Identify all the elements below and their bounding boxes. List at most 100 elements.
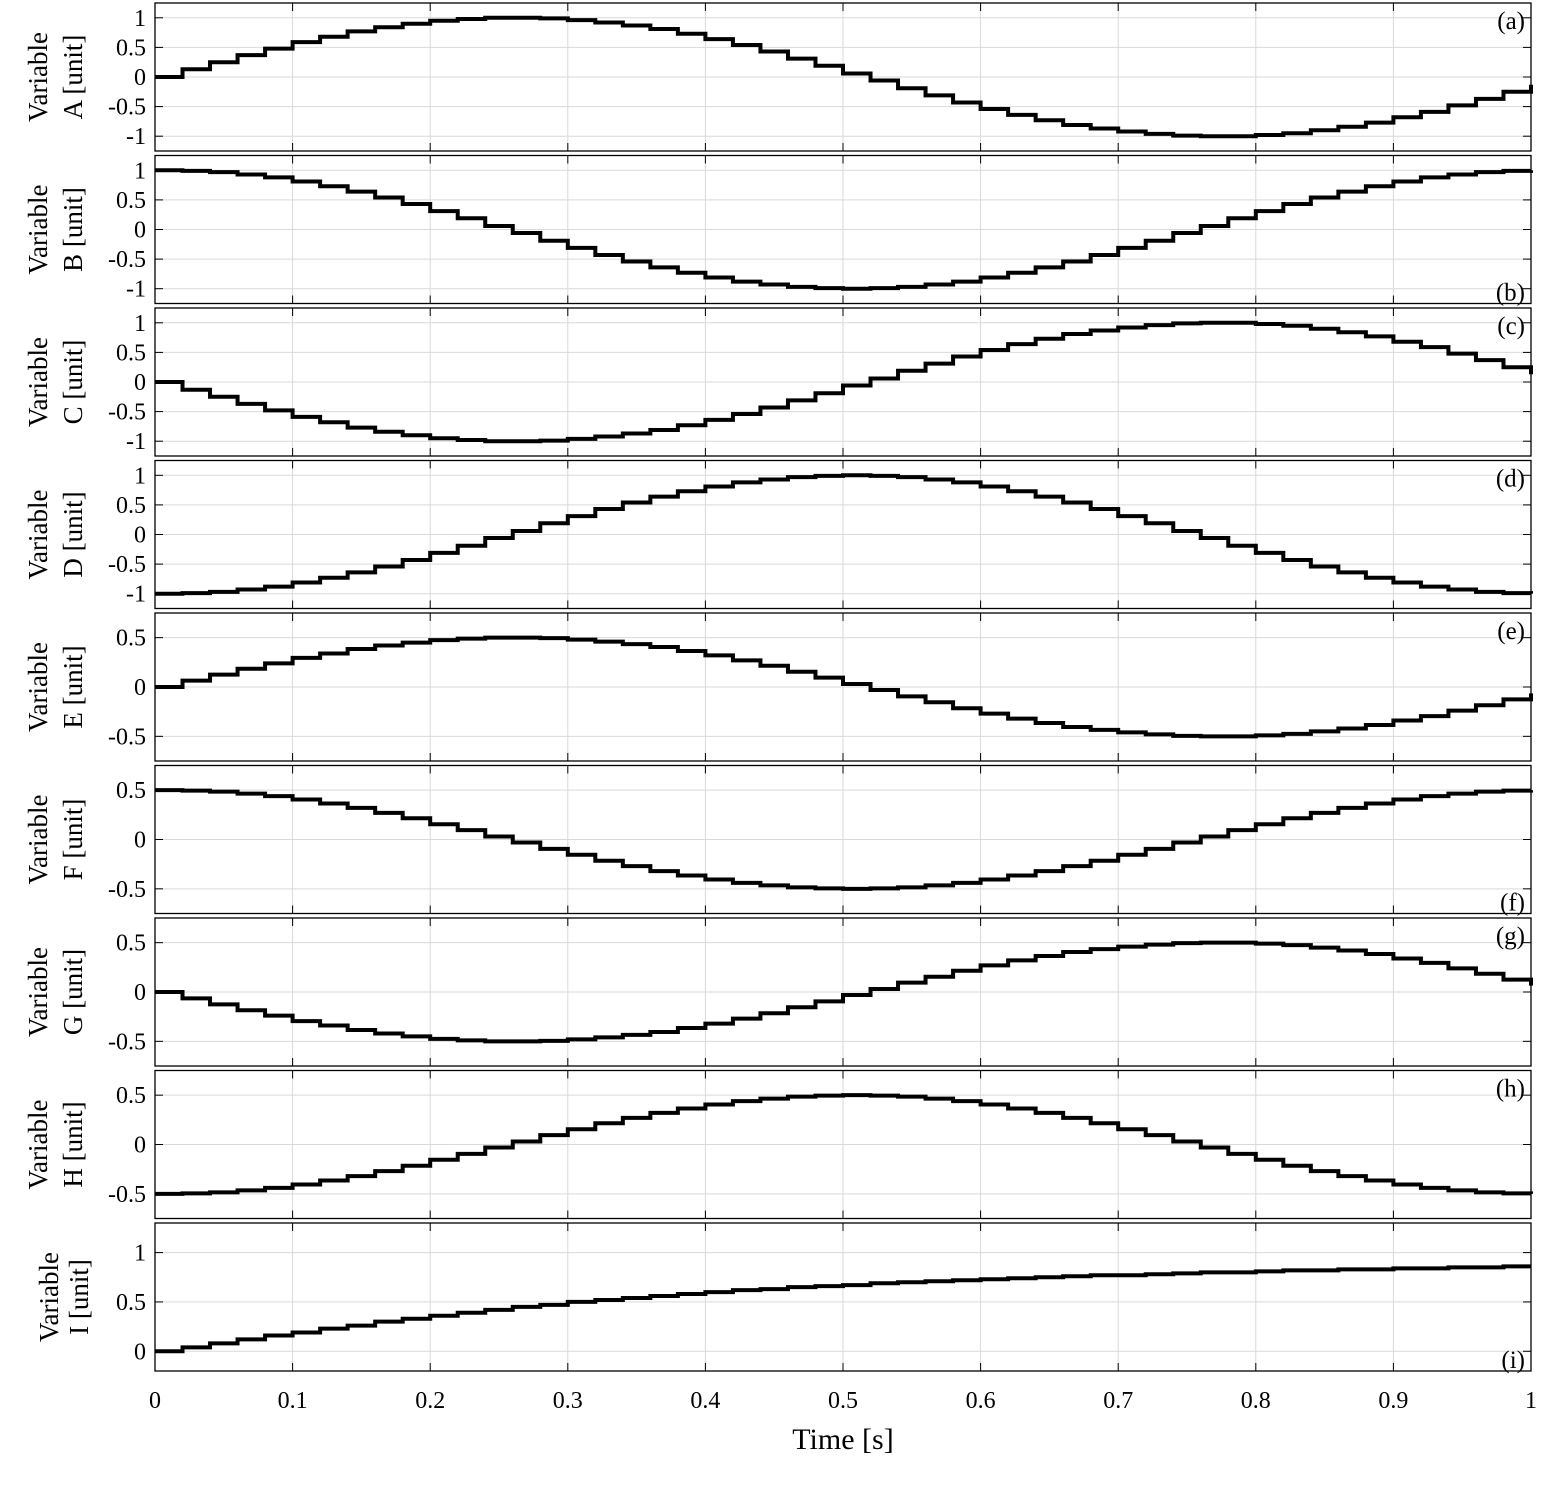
y-axis-label-line1: Variable xyxy=(23,947,53,1037)
x-tick-label: 0.5 xyxy=(828,1388,858,1414)
y-tick-label: -0.5 xyxy=(108,552,146,578)
axes-frame xyxy=(154,917,1532,1067)
axes-frame xyxy=(154,612,1532,762)
series-line xyxy=(155,635,1533,739)
panel-label: (e) xyxy=(1497,618,1525,645)
series-line xyxy=(155,473,1533,596)
series-line xyxy=(155,168,1533,291)
y-tick-label: 0 xyxy=(134,370,146,396)
panel-label: (b) xyxy=(1496,280,1525,307)
panel-label: (f) xyxy=(1500,890,1525,917)
x-tick-label: 0.9 xyxy=(1378,1388,1408,1414)
series-line xyxy=(155,15,1533,139)
y-axis-label-line2: F [unit] xyxy=(58,799,88,881)
y-axis-label-line2: I [unit] xyxy=(64,1259,94,1335)
panel-label: (c) xyxy=(1497,313,1525,340)
panel-g: -0.5 0 0.5 (g) Variable G [unit] xyxy=(23,917,1533,1067)
y-tick-label: 1 xyxy=(134,6,146,32)
y-tick-label: -0.5 xyxy=(108,400,146,426)
y-axis-label-line2: E [unit] xyxy=(58,645,88,728)
y-tick-label: -0.5 xyxy=(108,877,146,903)
y-axis-label-line1: Variable xyxy=(23,32,53,122)
y-axis-label-line2: G [unit] xyxy=(58,949,88,1035)
y-tick-label: -0.5 xyxy=(108,247,146,273)
y-tick-label: 1 xyxy=(134,311,146,337)
y-tick-label: -1 xyxy=(126,429,146,455)
y-axis-label-line1: Variable xyxy=(23,1100,53,1190)
y-axis-label-line1: Variable xyxy=(23,337,53,427)
x-tick-label: 0.8 xyxy=(1241,1388,1271,1414)
y-axis-label-line1: Variable xyxy=(23,642,53,732)
series-line xyxy=(155,940,1533,1044)
y-axis-label-line1: Variable xyxy=(23,185,53,275)
panel-label: (d) xyxy=(1496,466,1525,493)
x-tick-label: 0.7 xyxy=(1103,1388,1133,1414)
axes-frame xyxy=(154,459,1532,610)
series-line xyxy=(155,320,1533,444)
y-tick-label: 0 xyxy=(134,523,146,549)
panel-d: -1 -0.5 0 0.5 1 (d) Variable D [unit] xyxy=(23,459,1533,610)
panel-label: (h) xyxy=(1496,1076,1525,1103)
panel-label: (g) xyxy=(1496,923,1525,950)
y-tick-label: 1 xyxy=(134,463,146,489)
panel-f: -0.5 0 0.5 (f) Variable F [unit] xyxy=(23,764,1533,917)
y-tick-label: 0 xyxy=(134,1339,146,1365)
y-tick-label: 0.5 xyxy=(116,35,146,61)
x-tick-label: 0.1 xyxy=(278,1388,308,1414)
y-axis-label-line2: D [unit] xyxy=(58,491,88,577)
y-axis-label-line1: Variable xyxy=(23,795,53,885)
x-axis-label: Time [s] xyxy=(792,1423,893,1456)
panel-i: 0 0.5 1 (i) Variable I [unit] xyxy=(34,1222,1532,1374)
y-tick-label: -0.5 xyxy=(108,1182,146,1208)
axes-frame xyxy=(154,2,1532,152)
x-tick-label: 0.4 xyxy=(690,1388,720,1414)
x-tick-label: 1 xyxy=(1525,1388,1537,1414)
y-tick-label: 0.5 xyxy=(116,778,146,804)
y-axis-label-line2: B [unit] xyxy=(58,187,88,272)
x-tick-label: 0 xyxy=(149,1388,161,1414)
axes-frame xyxy=(154,154,1532,305)
y-tick-label: 0.5 xyxy=(116,1290,146,1316)
y-tick-label: 0 xyxy=(134,980,146,1006)
axes-frame xyxy=(154,1069,1532,1220)
y-tick-label: 0 xyxy=(134,675,146,701)
y-tick-label: 0.5 xyxy=(116,493,146,519)
y-tick-label: 0.5 xyxy=(116,931,146,957)
y-tick-label: 0 xyxy=(134,1133,146,1159)
panel-label: (a) xyxy=(1497,8,1525,35)
y-tick-label: 0 xyxy=(134,65,146,91)
panel-e: -0.5 0 0.5 (e) Variable E [unit] xyxy=(23,612,1533,762)
axes-frame xyxy=(154,1222,1532,1372)
y-tick-label: 0.5 xyxy=(116,626,146,652)
x-tick-label: 0.3 xyxy=(553,1388,583,1414)
panel-label: (i) xyxy=(1501,1347,1525,1374)
axes-frame xyxy=(154,307,1532,457)
y-tick-label: -1 xyxy=(126,582,146,608)
panel-b: -1 -0.5 0 0.5 1 (b) Variable B [unit] xyxy=(23,154,1533,307)
y-axis-label-line1: Variable xyxy=(23,490,53,580)
panel-a: -1 -0.5 0 0.5 1 (a) Variable A [unit] xyxy=(23,2,1533,152)
y-tick-label: 0 xyxy=(134,828,146,854)
y-tick-label: -1 xyxy=(126,124,146,150)
y-axis-label-line2: C [unit] xyxy=(58,340,88,425)
y-tick-label: -0.5 xyxy=(108,1029,146,1055)
panel-h: -0.5 0 0.5 (h) Variable H [unit] xyxy=(23,1069,1533,1220)
y-axis-label-line1: Variable xyxy=(34,1252,64,1342)
y-tick-label: 0 xyxy=(134,218,146,244)
x-tick-label: 0.2 xyxy=(415,1388,445,1414)
y-tick-label: -0.5 xyxy=(108,724,146,750)
series-line xyxy=(155,788,1533,891)
panel-c: -1 -0.5 0 0.5 1 (c) Variable C [unit] xyxy=(23,307,1533,457)
series-line xyxy=(155,1093,1533,1196)
y-tick-label: 1 xyxy=(134,1241,146,1267)
y-tick-label: -0.5 xyxy=(108,95,146,121)
y-axis-label-line2: H [unit] xyxy=(58,1101,88,1187)
y-axis-label-line2: A [unit] xyxy=(58,35,88,120)
y-tick-label: 0.5 xyxy=(116,340,146,366)
series-line xyxy=(155,1264,1531,1354)
axes-frame xyxy=(154,764,1532,915)
y-tick-label: -1 xyxy=(126,277,146,303)
x-tick-label: 0.6 xyxy=(966,1388,996,1414)
